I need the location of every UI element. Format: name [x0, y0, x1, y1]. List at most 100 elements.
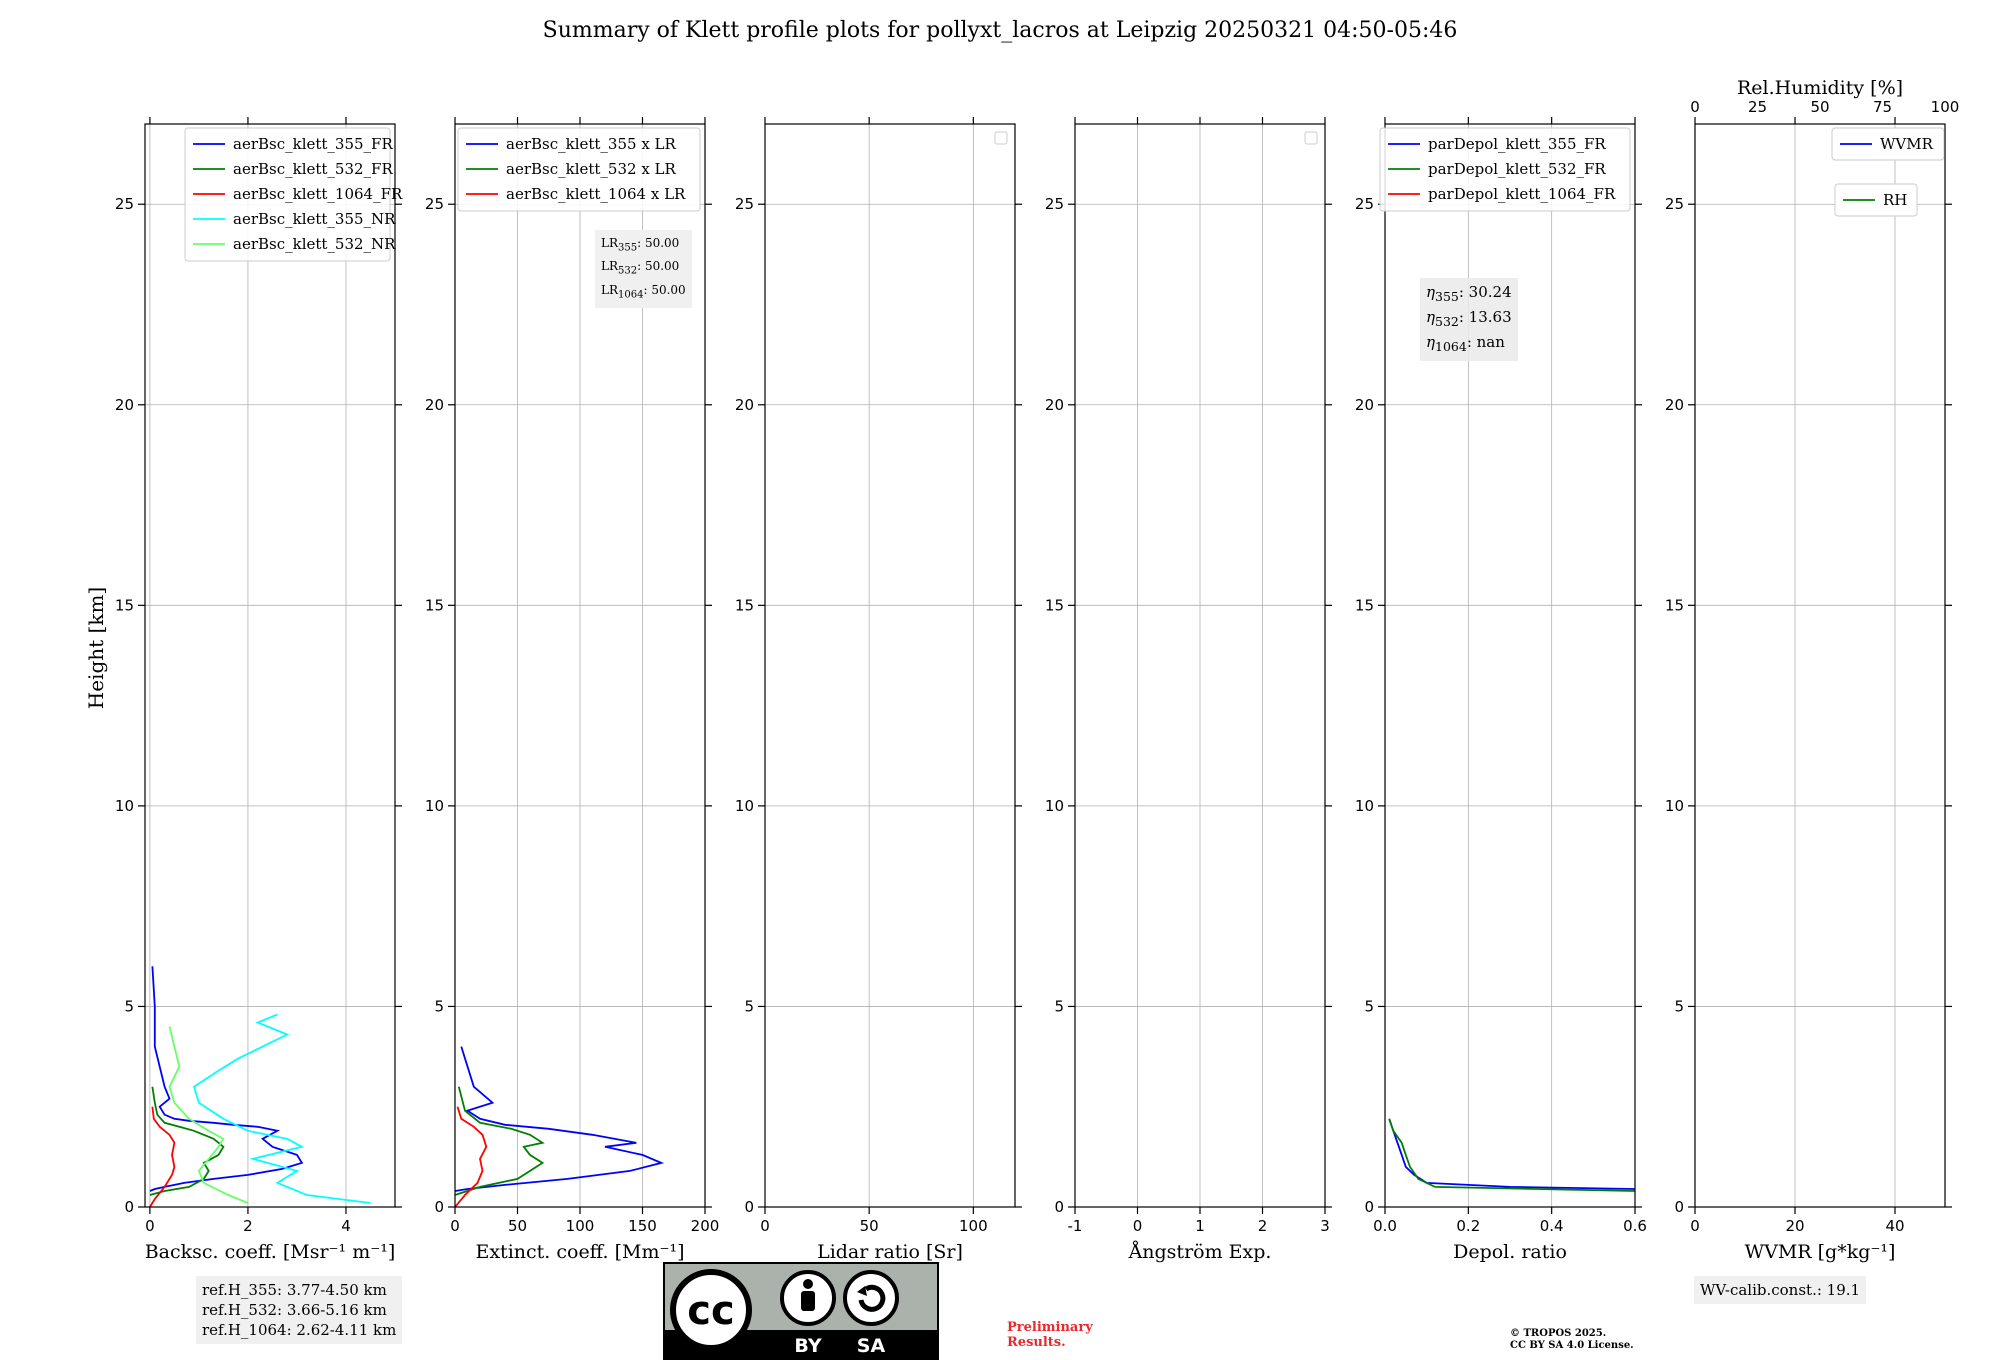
x-tick-label: 2 [243, 1217, 253, 1235]
figure-title: Summary of Klett profile plots for polly… [542, 18, 1458, 43]
share-alike-icon [843, 1270, 899, 1326]
panel-backscatter: 0 2 4 0 5 10 15 20 25 Backsc. coeff. [Msr⁻¹ m⁻¹] a… [115, 117, 403, 1263]
y-tick-label: 5 [434, 997, 444, 1015]
y-tick-label: 20 [1665, 396, 1684, 414]
x2-tick-label: 0 [1690, 98, 1700, 116]
y-tick-label: 25 [1355, 195, 1374, 213]
y-tick-label: 20 [115, 396, 134, 414]
y-tick-label: 15 [115, 596, 134, 614]
legend-box [1379, 127, 1631, 212]
cc-license-badge: cc BY SA [663, 1262, 939, 1360]
eta-532: η532: 13.63 [1426, 308, 1512, 329]
legend-entry: aerBsc_klett_355_NR [233, 210, 396, 228]
series-line-aerBsc_klett_1064_FR [149, 1106, 176, 1207]
lr-1064: LR1064: 50.00 [601, 282, 686, 301]
x-tick-label: 0 [1690, 1217, 1700, 1235]
refh-355: ref.H_355: 3.77-4.50 km [202, 1281, 387, 1299]
y-tick-label: 25 [425, 195, 444, 213]
y-tick-label: 10 [1045, 797, 1064, 815]
x-tick-label: 0.6 [1623, 1217, 1647, 1235]
x2-tick-label: 25 [1748, 98, 1767, 116]
x-tick-label: 0.2 [1456, 1217, 1480, 1235]
x-axis-label: Extinct. coeff. [Mm⁻¹] [475, 1241, 684, 1263]
cc-circle-icon [670, 1269, 752, 1351]
cc-mark-text: cc [687, 1288, 734, 1334]
legend-entry: parDepol_klett_355_FR [1428, 135, 1606, 153]
legend-entry: parDepol_klett_1064_FR [1428, 185, 1616, 203]
legend-box [1831, 127, 1945, 161]
y-tick-label: 5 [1054, 997, 1064, 1015]
legend-entry: aerBsc_klett_532 x LR [506, 160, 677, 178]
series-line-aerBsc_klett_1064 x LR [455, 1106, 488, 1207]
x-tick-label: 1 [1195, 1217, 1205, 1235]
y-tick-label: 10 [115, 797, 134, 815]
person-icon-head [803, 1279, 813, 1289]
empty-legend-box [1304, 131, 1318, 145]
y-tick-label: 10 [735, 797, 754, 815]
axes-frame [1384, 123, 1636, 1208]
lidar-ratio-annotation: LR355: 50.00 LR532: 50.00 LR1064: 50.00 [595, 230, 692, 309]
preliminary-results-note: Preliminary Results. [1007, 1320, 1093, 1350]
axes-frame [764, 123, 1016, 1208]
x-tick-label: 2 [1258, 1217, 1268, 1235]
panel-extinction: 0 50 100 150 200 0 5 10 15 20 25 Extinct. coeff. [M… [425, 117, 719, 1263]
wv-calibration-box: WV-calib.const.: 19.1 [1694, 1276, 1867, 1304]
y-tick-label: 5 [124, 997, 134, 1015]
panel-depol: 0.0 0.2 0.4 0.6 0 5 10 15 20 25 Depol. ratio parDep… [1355, 117, 1647, 1263]
copyright-note: © TROPOS 2025. CC BY SA 4.0 License. [1510, 1328, 1634, 1351]
eta-annotation: η355: 30.24 η532: 13.63 η1064: nan [1420, 278, 1518, 361]
refh-1064: ref.H_1064: 2.62-4.11 km [202, 1321, 397, 1339]
x-axis-label: WVMR [g*kg⁻¹] [1745, 1241, 1896, 1263]
series-line-aerBsc_klett_355_FR [149, 966, 304, 1192]
y-tick-label: 20 [1355, 396, 1374, 414]
x-tick-label: 0.0 [1373, 1217, 1397, 1235]
panel-lidar-ratio: 0 50 100 0 5 10 15 20 25 Lidar ratio [Sr] [735, 117, 1022, 1263]
share-alike-icon-arrow [857, 1286, 867, 1296]
y-tick-label: 15 [735, 596, 754, 614]
refh-532: ref.H_532: 3.66-5.16 km [202, 1301, 387, 1319]
y-tick-label: 5 [1364, 997, 1374, 1015]
y-tick-label: 0 [1364, 1198, 1374, 1216]
x-tick-label: 4 [341, 1217, 351, 1235]
legend-box [184, 127, 391, 262]
x-tick-label: 0 [1133, 1217, 1143, 1235]
legend-entry: WVMR [1880, 135, 1934, 153]
x-tick-label: 3 [1320, 1217, 1330, 1235]
series-line-parDepol_klett_532_FR [1388, 1118, 1635, 1192]
legend-entry: RH [1883, 191, 1907, 209]
eta-355: η355: 30.24 [1426, 283, 1512, 304]
legend-box [1834, 183, 1918, 217]
person-icon-body [801, 1291, 815, 1311]
y-tick-label: 20 [425, 396, 444, 414]
x2-tick-label: 100 [1931, 98, 1960, 116]
share-alike-icon-arc [858, 1284, 886, 1312]
lr-532: LR532: 50.00 [601, 259, 680, 277]
y-tick-label: 0 [744, 1198, 754, 1216]
x2-axis-label: Rel.Humidity [%] [1737, 77, 1903, 99]
x-tick-label: -1 [1068, 1217, 1083, 1235]
y-tick-label: 10 [425, 797, 444, 815]
x-tick-label: 100 [959, 1217, 988, 1235]
x-tick-label: 0.4 [1540, 1217, 1564, 1235]
y-axis-label: Height [km] [84, 587, 108, 709]
legend-entry: aerBsc_klett_355 x LR [506, 135, 677, 153]
x-tick-label: 50 [508, 1217, 527, 1235]
axes-frame [144, 123, 396, 1208]
panel-wvmr: 0 20 40 0 5 10 15 20 25 WVMR [g*kg⁻¹] 0 25 50 75 100 Re… [1665, 77, 1959, 1263]
y-tick-label: 20 [735, 396, 754, 414]
x-axis-label: Lidar ratio [Sr] [817, 1241, 963, 1263]
y-tick-label: 0 [1674, 1198, 1684, 1216]
y-tick-label: 15 [1665, 596, 1684, 614]
legend-entry: aerBsc_klett_1064 x LR [506, 185, 686, 203]
legend-entry: aerBsc_klett_355_FR [233, 135, 393, 153]
y-tick-label: 15 [1045, 596, 1064, 614]
y-tick-label: 25 [1045, 195, 1064, 213]
series-line-parDepol_klett_355_FR [1388, 1118, 1635, 1190]
y-tick-label: 5 [744, 997, 754, 1015]
x-tick-label: 0 [145, 1217, 155, 1235]
lr-355: LR355: 50.00 [601, 236, 680, 254]
y-tick-label: 20 [1045, 396, 1064, 414]
y-tick-label: 15 [425, 596, 444, 614]
